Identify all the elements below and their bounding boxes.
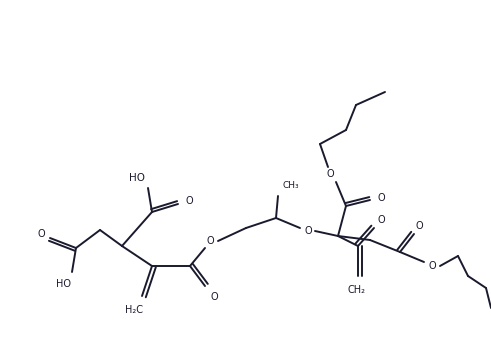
Text: HO: HO [129, 173, 145, 183]
Text: CH₂: CH₂ [348, 285, 366, 295]
Text: HO: HO [56, 279, 72, 289]
Text: O: O [304, 226, 312, 236]
Text: CH₃: CH₃ [283, 181, 300, 189]
Text: O: O [206, 236, 214, 246]
Text: O: O [377, 193, 385, 203]
Text: O: O [326, 169, 334, 179]
Text: O: O [377, 215, 385, 225]
Text: O: O [185, 196, 193, 206]
Text: H₂C: H₂C [125, 305, 143, 315]
Text: O: O [428, 261, 436, 271]
Text: O: O [415, 221, 423, 231]
Text: O: O [37, 229, 45, 239]
Text: O: O [210, 292, 218, 302]
